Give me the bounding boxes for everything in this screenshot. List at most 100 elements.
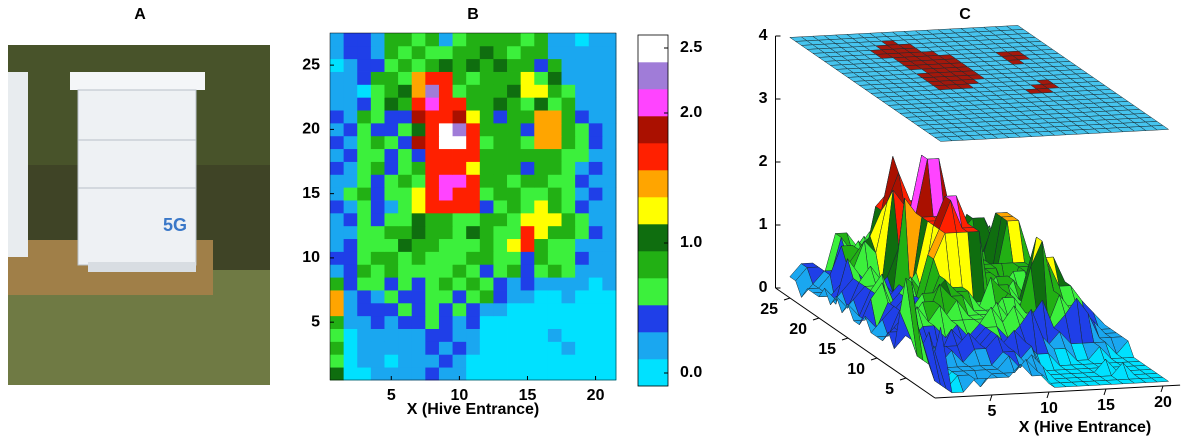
heat-cell [330,264,344,277]
z-tick-label: 0 [759,279,768,296]
heat-cell [330,277,344,290]
colorbar-bin [638,332,668,359]
heat-cell [466,277,480,290]
heat-cell [589,316,603,329]
heat-cell [602,277,616,290]
y-tick-label: 5 [885,381,894,398]
heat-cell [439,354,453,367]
heat-cell [602,149,616,162]
heat-cell [466,316,480,329]
heat-cell [507,239,521,252]
heat-cell [575,200,589,213]
heat-cell [480,316,494,329]
heat-cell [384,277,398,290]
heat-cell [330,174,344,187]
heat-cell [344,84,358,97]
heat-cell [398,136,412,149]
heat-cell [589,33,603,46]
heat-cell [493,84,507,97]
heat-cell [480,239,494,252]
heat-cell [439,97,453,110]
x-tick-label: 5 [988,403,997,420]
heat-cell [412,46,426,59]
heat-cell [548,46,562,59]
heat-cell [357,136,371,149]
y-tick-label: 25 [302,56,320,73]
colorbar-tick-label: 1.0 [680,234,702,251]
heat-cell [562,162,576,175]
heat-cell [357,239,371,252]
heat-cell [493,264,507,277]
heat-cell [480,174,494,187]
heat-cell [425,187,439,200]
heat-cell [575,213,589,226]
heat-cell [534,123,548,136]
heat-cell [575,174,589,187]
heat-cell [589,290,603,303]
heat-cell [466,187,480,200]
heat-cell [344,341,358,354]
colorbar-bin [638,89,668,116]
heat-cell [548,367,562,380]
heat-cell [493,187,507,200]
heat-cell [344,97,358,110]
heat-cell [453,72,467,85]
heat-cell [357,46,371,59]
heat-cell [371,149,385,162]
heat-cell [412,162,426,175]
heat-cell [439,59,453,72]
heat-cell [398,187,412,200]
heat-cell [344,226,358,239]
heat-cell [425,136,439,149]
x-tick-label: 15 [519,387,537,404]
heat-cell [344,59,358,72]
heat-cell [507,174,521,187]
heat-cell [562,354,576,367]
heat-cell [439,251,453,264]
heat-cell [344,251,358,264]
heat-cell [507,200,521,213]
heat-cell [384,303,398,316]
heat-cell [507,162,521,175]
heat-cell [521,277,535,290]
heat-cell [589,226,603,239]
colorbar-bin [638,278,668,305]
heat-cell [398,264,412,277]
heat-cell [602,72,616,85]
heat-cell [562,277,576,290]
heat-cell [398,251,412,264]
heat-cell [398,239,412,252]
heat-cell [425,97,439,110]
heat-cell [562,200,576,213]
x-tick-label: 20 [587,387,605,404]
heat-cell [330,149,344,162]
heat-cell [589,329,603,342]
heat-cell [439,213,453,226]
heat-cell [425,239,439,252]
heat-cell [412,149,426,162]
heat-cell [602,174,616,187]
heat-cell [439,136,453,149]
heat-cell [534,277,548,290]
heat-cell [453,110,467,123]
heat-cell [439,162,453,175]
heat-cell [357,72,371,85]
heat-cell [589,200,603,213]
heat-cell [453,264,467,277]
heat-cell [466,303,480,316]
heat-cell [344,136,358,149]
heat-cell [439,277,453,290]
heat-cell [521,46,535,59]
heat-cell [466,341,480,354]
heat-cell [357,264,371,277]
heat-cell [439,200,453,213]
hive-lid [70,72,205,90]
heat-cell [357,187,371,200]
x-tick-label: 10 [1040,400,1058,417]
heat-cell [425,213,439,226]
heat-cell [548,59,562,72]
heat-cell [330,367,344,380]
heat-cell [575,367,589,380]
y-tick [784,298,790,300]
heat-cell [493,162,507,175]
